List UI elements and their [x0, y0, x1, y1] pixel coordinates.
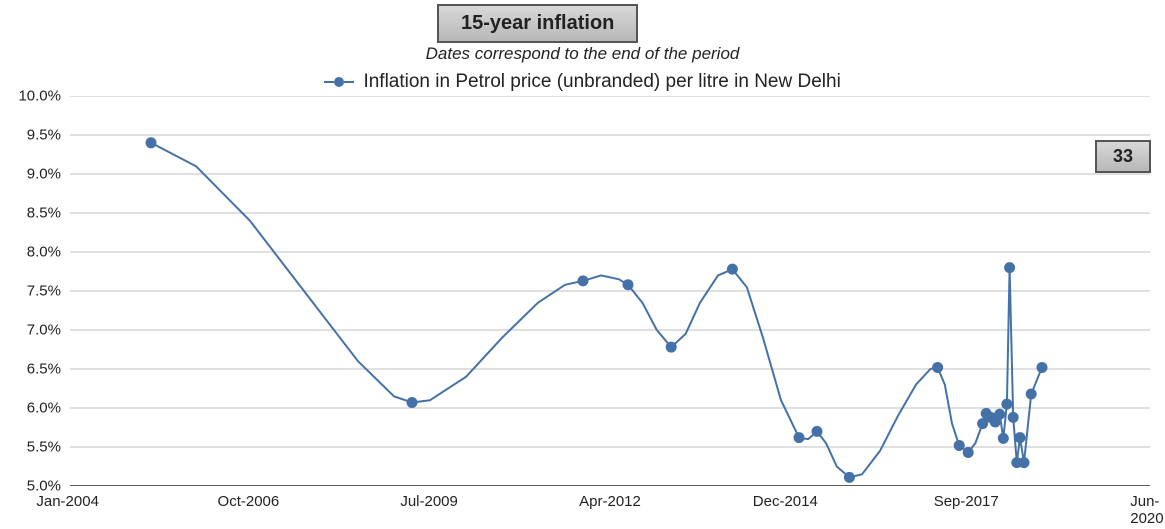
ytick-label: 8.0%	[6, 244, 61, 261]
data-marker	[998, 433, 1009, 444]
chart-subtitle: Dates correspond to the end of the perio…	[0, 44, 1165, 64]
data-marker	[1019, 457, 1030, 468]
data-marker	[963, 447, 974, 458]
xtick-label: Jun-2020	[1130, 493, 1163, 527]
xtick-label: Jan-2004	[36, 493, 99, 510]
xtick-label: Oct-2006	[218, 493, 280, 510]
data-marker	[1037, 362, 1048, 373]
data-marker	[1026, 388, 1037, 399]
xtick-label: Sep-2017	[934, 493, 999, 510]
data-marker	[1015, 432, 1026, 443]
data-marker	[954, 440, 965, 451]
data-marker	[623, 279, 634, 290]
data-marker	[727, 264, 738, 275]
chart-title: 15-year inflation	[437, 4, 638, 43]
ytick-label: 5.5%	[6, 439, 61, 456]
data-marker	[578, 275, 589, 286]
data-marker	[1008, 412, 1019, 423]
data-marker	[666, 342, 677, 353]
ytick-label: 7.0%	[6, 322, 61, 339]
plot-area	[70, 96, 1150, 486]
xtick-label: Apr-2012	[579, 493, 641, 510]
data-marker	[1001, 399, 1012, 410]
data-marker	[932, 362, 943, 373]
ytick-label: 8.5%	[6, 205, 61, 222]
chart-legend: Inflation in Petrol price (unbranded) pe…	[0, 71, 1165, 93]
xtick-label: Jul-2009	[400, 493, 458, 510]
legend-marker	[324, 71, 354, 93]
data-marker	[844, 472, 855, 483]
chart-container: 15-year inflation Dates correspond to th…	[0, 0, 1165, 529]
legend-label: Inflation in Petrol price (unbranded) pe…	[363, 71, 840, 92]
ytick-label: 10.0%	[6, 88, 61, 105]
data-marker	[407, 397, 418, 408]
ytick-label: 9.5%	[6, 127, 61, 144]
data-marker	[146, 137, 157, 148]
xtick-label: Dec-2014	[753, 493, 818, 510]
ytick-label: 9.0%	[6, 166, 61, 183]
ytick-label: 6.5%	[6, 361, 61, 378]
plot-svg	[70, 96, 1150, 486]
ytick-label: 7.5%	[6, 283, 61, 300]
ytick-label: 6.0%	[6, 400, 61, 417]
data-marker	[1004, 262, 1015, 273]
data-marker	[994, 409, 1005, 420]
data-marker	[794, 432, 805, 443]
ytick-label: 5.0%	[6, 478, 61, 495]
data-marker	[812, 426, 823, 437]
